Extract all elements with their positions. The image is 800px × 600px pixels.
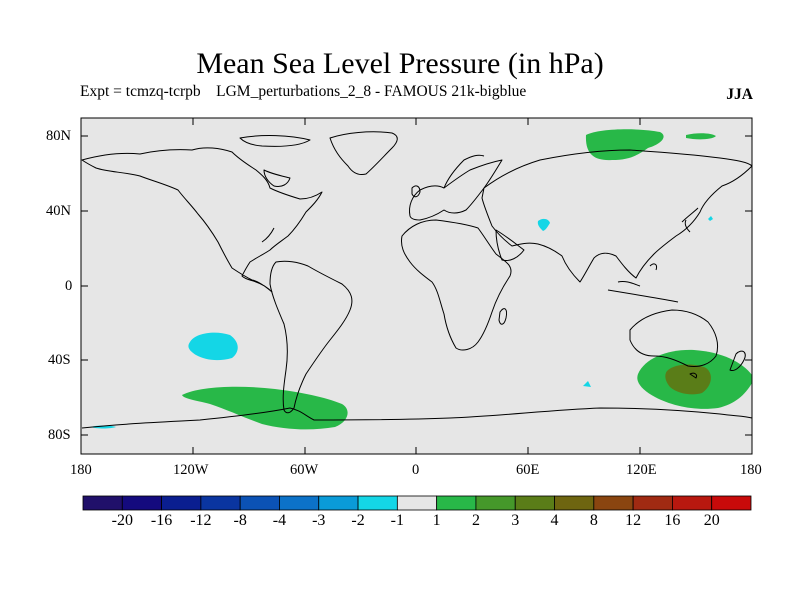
coast-florida [261,227,275,243]
coast-scandinavia [443,154,485,189]
experiment-subtitle: Expt = tcmzq-tcrpb LGM_perturbations_2_8… [80,83,527,100]
coast-japan [681,207,699,233]
colorbar-swatch [554,495,595,511]
colorbar-label: 2 [471,512,480,529]
anomaly-pacific-negative-tiny [708,216,713,221]
colorbar-swatch [632,495,673,511]
lon-label-120e: 120E [626,462,657,478]
colorbar-swatch [711,495,752,511]
colorbar-swatch [239,495,280,511]
colorbar-label: -8 [233,512,247,529]
lon-label-180w: 180 [70,462,92,478]
anomaly-asia-negative [537,218,550,231]
colorbar-swatch [82,495,123,511]
colorbar-label: -2 [351,512,365,529]
colorbar-swatch [161,495,202,511]
colorbar-label: 3 [511,512,520,529]
coast-antarctica [81,407,753,429]
coast-north-america [81,147,323,293]
axis-ticks [80,118,753,454]
coast-greenland [329,131,398,175]
lat-label-0: 0 [65,278,73,294]
lat-label-80n: 80N [46,128,71,144]
colorbar-swatch [672,495,713,511]
map-title: Mean Sea Level Pressure (in hPa) [196,47,604,80]
coast-indonesia [607,263,679,303]
colorbar-label: -12 [190,512,212,529]
coast-africa [401,219,512,351]
coast-asia [481,149,753,283]
coast-tasmania [689,372,697,379]
colorbar-swatch [593,495,634,511]
coast-arabia [495,229,525,261]
anomaly-southern-ocean-positive [182,386,348,430]
anomaly-arctic-positive [585,129,664,161]
colorbar-label: -16 [150,512,173,529]
lon-label-60w: 60W [290,462,319,478]
anomaly-australia-positive-core [665,364,711,395]
lat-label-80s: 80S [48,427,71,443]
colorbar-label: 12 [625,512,642,529]
colorbar-label: -4 [272,512,287,529]
colorbar-label: -1 [390,512,404,529]
season-label: JJA [726,86,753,103]
lon-label-60e: 60E [516,462,540,478]
anomaly-south-pacific-negative [188,332,238,361]
coast-australia [629,309,719,367]
coast-madagascar [498,308,507,325]
colorbar-swatch [279,495,320,511]
colorbar-label: 1 [432,512,441,529]
lon-label-0: 0 [412,462,420,478]
anomaly-indian-ocean-negative [583,381,591,387]
colorbar-label: 20 [703,512,720,529]
colorbar-label: 8 [589,512,598,529]
map-background [81,118,752,454]
lat-label-40s: 40S [48,352,71,368]
colorbar-label: 16 [664,512,681,529]
lon-label-120w: 120W [173,462,209,478]
colorbar-swatch [200,495,241,511]
colorbar-swatch [436,495,477,511]
anomaly-arctic-positive-small [686,133,716,140]
colorbar-swatch [396,495,438,511]
coast-new-zealand [729,350,746,371]
colorbar [82,495,752,511]
anomaly-shading [90,129,752,430]
coastlines [81,131,753,429]
colorbar-swatch [514,495,555,511]
colorbar-swatch [318,495,359,511]
lat-label-40n: 40N [46,203,71,219]
coast-canadian-islands [239,135,311,147]
colorbar-label: 4 [550,512,559,529]
colorbar-label: -3 [312,512,326,529]
colorbar-swatch [357,495,398,511]
colorbar-swatch [475,495,516,511]
coast-europe [409,159,503,221]
colorbar-swatch [121,495,162,511]
coast-south-america [269,260,353,414]
colorbar-label: -20 [111,512,133,529]
coast-hudson-bay [263,169,291,187]
lon-label-180e: 180 [740,462,762,478]
coast-british-isles [411,185,421,198]
